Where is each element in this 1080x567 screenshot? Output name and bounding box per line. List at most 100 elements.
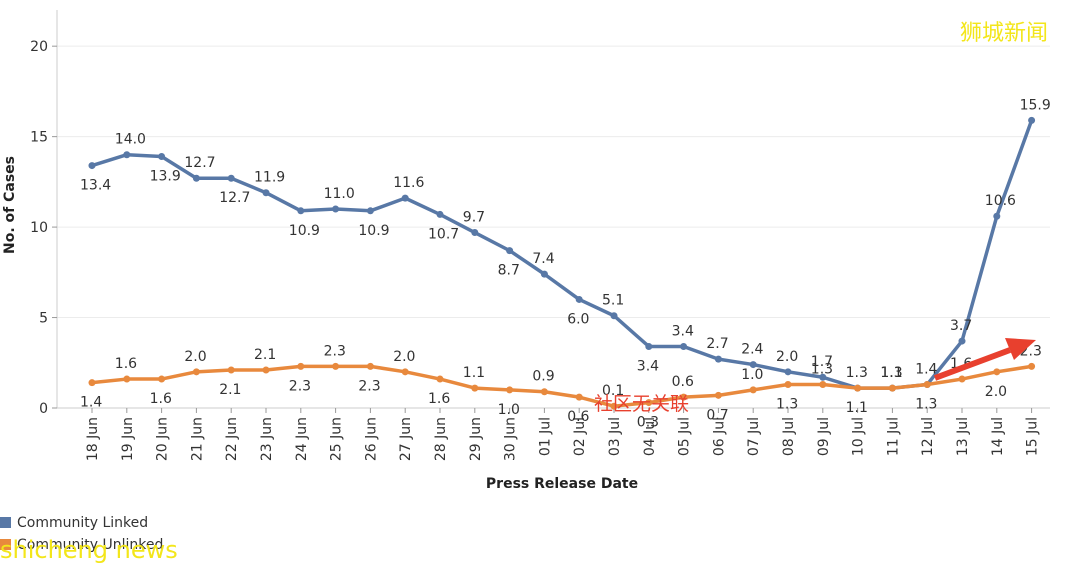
data-label: 2.3 <box>289 378 311 394</box>
data-label: 1.3 <box>776 396 798 412</box>
trend-arrow-shaft <box>933 347 1012 381</box>
data-point <box>888 384 896 392</box>
data-point <box>958 337 966 345</box>
legend-swatch <box>0 539 11 550</box>
watermark-en: shicheng news <box>0 536 178 564</box>
x-tick-label: 11 Jul <box>885 417 901 456</box>
x-tick-label: 25 Jun <box>329 417 345 461</box>
x-tick-label: 01 Jul <box>537 417 553 456</box>
data-point <box>192 174 200 182</box>
data-point <box>297 207 305 215</box>
x-tick-label: 30 Jun <box>503 417 519 461</box>
data-point <box>366 362 374 370</box>
data-label: 11.9 <box>254 170 285 186</box>
data-label: 13.9 <box>150 169 181 185</box>
x-tick-label: 15 Jul <box>1025 417 1041 456</box>
y-tick-label: 20 <box>30 39 48 55</box>
data-label: 3.7 <box>950 318 972 334</box>
y-axis-title: No. of Cases <box>2 156 18 254</box>
y-tick-label: 5 <box>39 311 48 327</box>
data-point <box>645 342 653 350</box>
data-point <box>88 379 96 387</box>
data-label: 0.6 <box>672 374 694 390</box>
legend: Community Linked Community Unlinked <box>0 515 163 553</box>
x-tick-label: 09 Jul <box>816 417 832 456</box>
data-label: 1.1 <box>846 400 868 416</box>
data-label: 2.0 <box>184 349 206 365</box>
data-point <box>749 361 757 369</box>
data-point <box>401 368 409 376</box>
data-label: 2.0 <box>393 349 415 365</box>
data-label: 12.7 <box>219 190 250 206</box>
data-labels: 13.414.013.912.712.711.910.911.010.911.6… <box>80 97 1051 430</box>
data-label: 2.1 <box>254 347 276 363</box>
x-tick-label: 27 Jun <box>398 417 414 461</box>
watermark-cn: 狮城新闻 <box>960 21 1048 46</box>
x-tick-label: 21 Jun <box>189 417 205 461</box>
data-point <box>436 210 444 218</box>
data-point <box>192 368 200 376</box>
data-label: 11.0 <box>324 186 355 202</box>
data-label: 10.9 <box>289 223 320 239</box>
x-tick-label: 03 Jul <box>607 417 623 456</box>
data-label: 0.9 <box>532 369 554 385</box>
data-label: 7.4 <box>532 251 554 267</box>
data-point <box>227 366 235 374</box>
x-tick-label: 22 Jun <box>224 417 240 461</box>
data-label: 2.3 <box>324 343 346 359</box>
data-point <box>784 368 792 376</box>
series-line-1 <box>91 364 1032 408</box>
data-label: 3.4 <box>637 358 659 374</box>
data-label: 1.6 <box>150 391 172 407</box>
x-tick-label: 08 Jul <box>781 417 797 456</box>
x-tick-label: 28 Jun <box>433 417 449 461</box>
trend-arrow-head <box>1005 338 1036 360</box>
y-tick-label: 15 <box>30 130 48 146</box>
data-label: 0.3 <box>637 415 659 431</box>
data-label: 15.9 <box>1020 97 1051 113</box>
data-label: 10.7 <box>428 226 459 242</box>
series-line-0 <box>91 119 1034 390</box>
x-tick-label: 26 Jun <box>363 417 379 461</box>
data-point <box>575 295 583 303</box>
data-point <box>366 207 374 215</box>
data-point <box>784 380 792 388</box>
data-label: 1.4 <box>915 361 937 377</box>
data-label: 1.3 <box>915 396 937 412</box>
data-label: 6.0 <box>567 311 589 327</box>
data-point <box>297 362 305 370</box>
x-tick-label: 06 Jul <box>711 417 727 456</box>
data-label: 1.7 <box>811 354 833 370</box>
data-point <box>610 402 618 410</box>
data-label: 2.0 <box>985 384 1007 400</box>
data-point <box>645 399 653 407</box>
legend-label: Community Linked <box>17 515 148 531</box>
data-point <box>506 247 514 255</box>
data-point <box>506 386 514 394</box>
data-point <box>819 380 827 388</box>
y-axis: 0 5 10 15 20 <box>30 10 58 417</box>
data-point <box>575 393 583 401</box>
data-label: 8.7 <box>498 263 520 279</box>
x-tick-label: 14 Jul <box>990 417 1006 456</box>
data-label: 0.1 <box>602 383 624 399</box>
data-label: 0.7 <box>706 407 728 423</box>
x-tick-label: 20 Jun <box>155 417 171 461</box>
annotation: 社区无关联 <box>594 338 1036 415</box>
data-point <box>958 375 966 383</box>
data-point <box>123 151 131 159</box>
data-point <box>680 393 688 401</box>
x-tick-label: 02 Jul <box>572 417 588 456</box>
data-label: 2.3 <box>358 378 380 394</box>
data-point <box>123 375 131 383</box>
data-point <box>471 229 479 237</box>
data-label: 1.6 <box>428 391 450 407</box>
x-tick-label: 12 Jul <box>920 417 936 456</box>
data-point <box>1028 362 1036 370</box>
y-tick-label: 0 <box>39 401 48 417</box>
data-label: 0.6 <box>567 409 589 425</box>
data-point <box>436 375 444 383</box>
data-label: 1.6 <box>115 356 137 372</box>
series-lines <box>88 116 1036 410</box>
